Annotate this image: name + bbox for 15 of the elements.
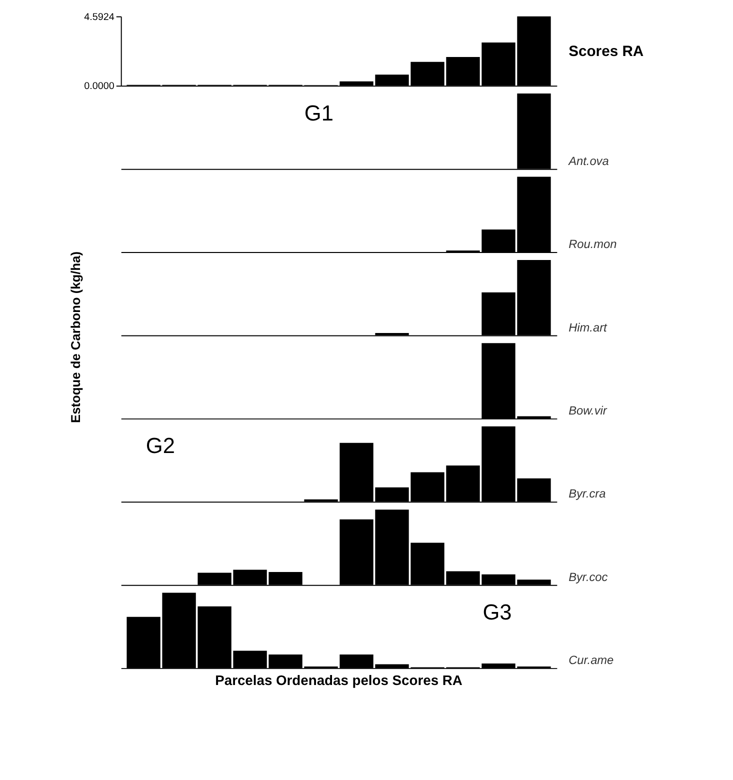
- series-label: Byr.coc: [568, 570, 608, 584]
- series-label: Cur.ame: [568, 653, 614, 668]
- y-tick-label: 4.5924: [84, 12, 115, 23]
- annotation: G1: [304, 100, 334, 126]
- annotation: G2: [146, 433, 175, 458]
- x-axis-title: Parcelas Ordenadas pelos Scores RA: [215, 672, 462, 688]
- annotation: G3: [482, 600, 512, 625]
- series-label: Scores RA: [568, 44, 644, 60]
- series-label: Ant.ova: [568, 154, 610, 168]
- series-label: Rou.mon: [568, 237, 618, 252]
- series-label: Byr.cra: [568, 486, 606, 501]
- series-label: Him.art: [568, 320, 608, 334]
- y-axis-title: Estoque de Carbono (kg/ha): [68, 251, 84, 423]
- y-tick-label: 0.0000: [84, 81, 115, 92]
- series-label: Bow.vir: [568, 403, 608, 418]
